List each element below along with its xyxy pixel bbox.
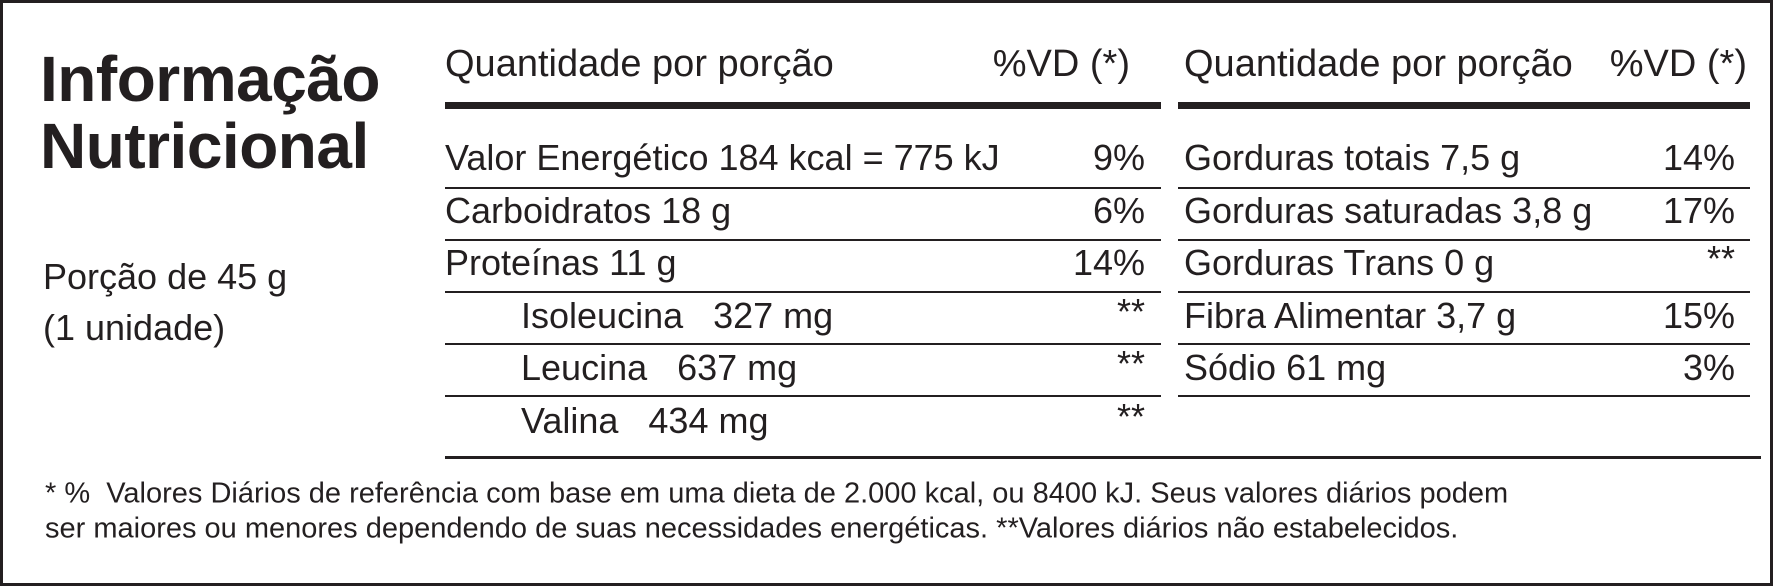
column-header: %VD (*)	[1609, 43, 1747, 85]
rule	[445, 395, 1161, 397]
nutrient-name: Leucina 637 mg	[521, 347, 798, 388]
footnote-line: ser maiores ou menores dependendo de sua…	[45, 512, 1459, 545]
daily-value: 15%	[1662, 295, 1735, 336]
rule	[445, 291, 1161, 293]
column-header: Quantidade por porção	[445, 43, 834, 85]
daily-value: 14%	[1072, 242, 1145, 283]
title-line: Nutricional	[40, 110, 369, 182]
rule	[445, 456, 1761, 459]
rule	[1178, 291, 1750, 293]
nutrient-name: Valina 434 mg	[521, 400, 769, 441]
nutrient-name: Valor Energético 184 kcal = 775 kJ	[445, 137, 1000, 178]
serving-line: (1 unidade)	[43, 307, 226, 348]
footnote-line: * % Valores Diários de referência com ba…	[45, 477, 1509, 510]
nutrient-name: Proteínas 11 g	[445, 242, 677, 283]
nutrient-name: Fibra Alimentar 3,7 g	[1184, 295, 1517, 336]
nutrient-name: Isoleucina 327 mg	[521, 295, 834, 336]
nutrient-name: Gorduras saturadas 3,8 g	[1184, 190, 1593, 231]
nutrient-name: Gorduras Trans 0 g	[1184, 242, 1495, 283]
rule	[445, 187, 1161, 189]
rule	[1178, 102, 1750, 109]
rule	[445, 239, 1161, 241]
daily-value: **	[1116, 291, 1145, 332]
daily-value: 6%	[1092, 190, 1145, 231]
daily-value: 9%	[1092, 137, 1145, 178]
rule	[1178, 395, 1750, 397]
daily-value: **	[1706, 238, 1735, 279]
rule	[1178, 343, 1750, 345]
column-header: Quantidade por porção	[1184, 43, 1573, 85]
daily-value: 14%	[1662, 137, 1735, 178]
rule	[445, 102, 1161, 109]
title-line: Informação	[40, 43, 380, 115]
rule	[1178, 187, 1750, 189]
daily-value: **	[1116, 396, 1145, 437]
serving-line: Porção de 45 g	[43, 256, 288, 297]
nutrient-name: Carboidratos 18 g	[445, 190, 732, 231]
daily-value: **	[1116, 343, 1145, 384]
column-header: %VD (*)	[992, 43, 1130, 85]
rule	[1178, 239, 1750, 241]
nutrient-name: Sódio 61 mg	[1184, 347, 1387, 388]
rule	[445, 343, 1161, 345]
nutrient-name: Gorduras totais 7,5 g	[1184, 137, 1521, 178]
daily-value: 3%	[1682, 347, 1735, 388]
daily-value: 17%	[1662, 190, 1735, 231]
